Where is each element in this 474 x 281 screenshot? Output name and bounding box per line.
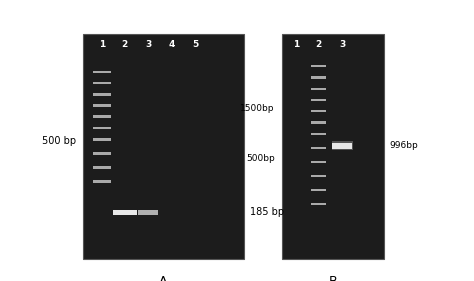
FancyBboxPatch shape — [311, 203, 326, 205]
FancyBboxPatch shape — [311, 147, 326, 149]
Text: 500bp: 500bp — [246, 154, 275, 163]
Text: A: A — [159, 275, 168, 281]
FancyBboxPatch shape — [311, 175, 326, 177]
FancyBboxPatch shape — [311, 76, 326, 79]
Text: 2: 2 — [315, 40, 322, 49]
FancyBboxPatch shape — [93, 104, 111, 107]
FancyBboxPatch shape — [311, 189, 326, 191]
Text: 1500bp: 1500bp — [240, 104, 275, 113]
Text: 1: 1 — [293, 40, 300, 49]
FancyBboxPatch shape — [311, 65, 326, 67]
FancyBboxPatch shape — [332, 143, 352, 149]
Text: 3: 3 — [145, 40, 152, 49]
Text: 2: 2 — [121, 40, 128, 49]
FancyBboxPatch shape — [93, 82, 111, 84]
FancyBboxPatch shape — [332, 141, 353, 150]
Text: 5: 5 — [192, 40, 199, 49]
FancyBboxPatch shape — [93, 93, 111, 96]
FancyBboxPatch shape — [311, 121, 326, 124]
FancyBboxPatch shape — [311, 133, 326, 135]
FancyBboxPatch shape — [93, 152, 111, 155]
FancyBboxPatch shape — [93, 138, 111, 140]
FancyBboxPatch shape — [93, 166, 111, 169]
Text: 500 bp: 500 bp — [42, 135, 76, 146]
FancyBboxPatch shape — [311, 161, 326, 163]
Text: 4: 4 — [168, 40, 175, 49]
Text: 1: 1 — [99, 40, 105, 49]
FancyBboxPatch shape — [311, 88, 326, 90]
FancyBboxPatch shape — [311, 99, 326, 101]
Text: 996bp: 996bp — [390, 141, 419, 150]
Text: 185 bp: 185 bp — [250, 207, 284, 217]
FancyBboxPatch shape — [93, 115, 111, 118]
FancyBboxPatch shape — [282, 34, 384, 259]
FancyBboxPatch shape — [113, 210, 137, 215]
FancyBboxPatch shape — [93, 127, 111, 129]
FancyBboxPatch shape — [93, 180, 111, 183]
Text: B: B — [328, 275, 337, 281]
Text: 3: 3 — [339, 40, 346, 49]
FancyBboxPatch shape — [93, 71, 111, 73]
FancyBboxPatch shape — [83, 34, 244, 259]
FancyBboxPatch shape — [311, 110, 326, 112]
FancyBboxPatch shape — [138, 210, 158, 215]
